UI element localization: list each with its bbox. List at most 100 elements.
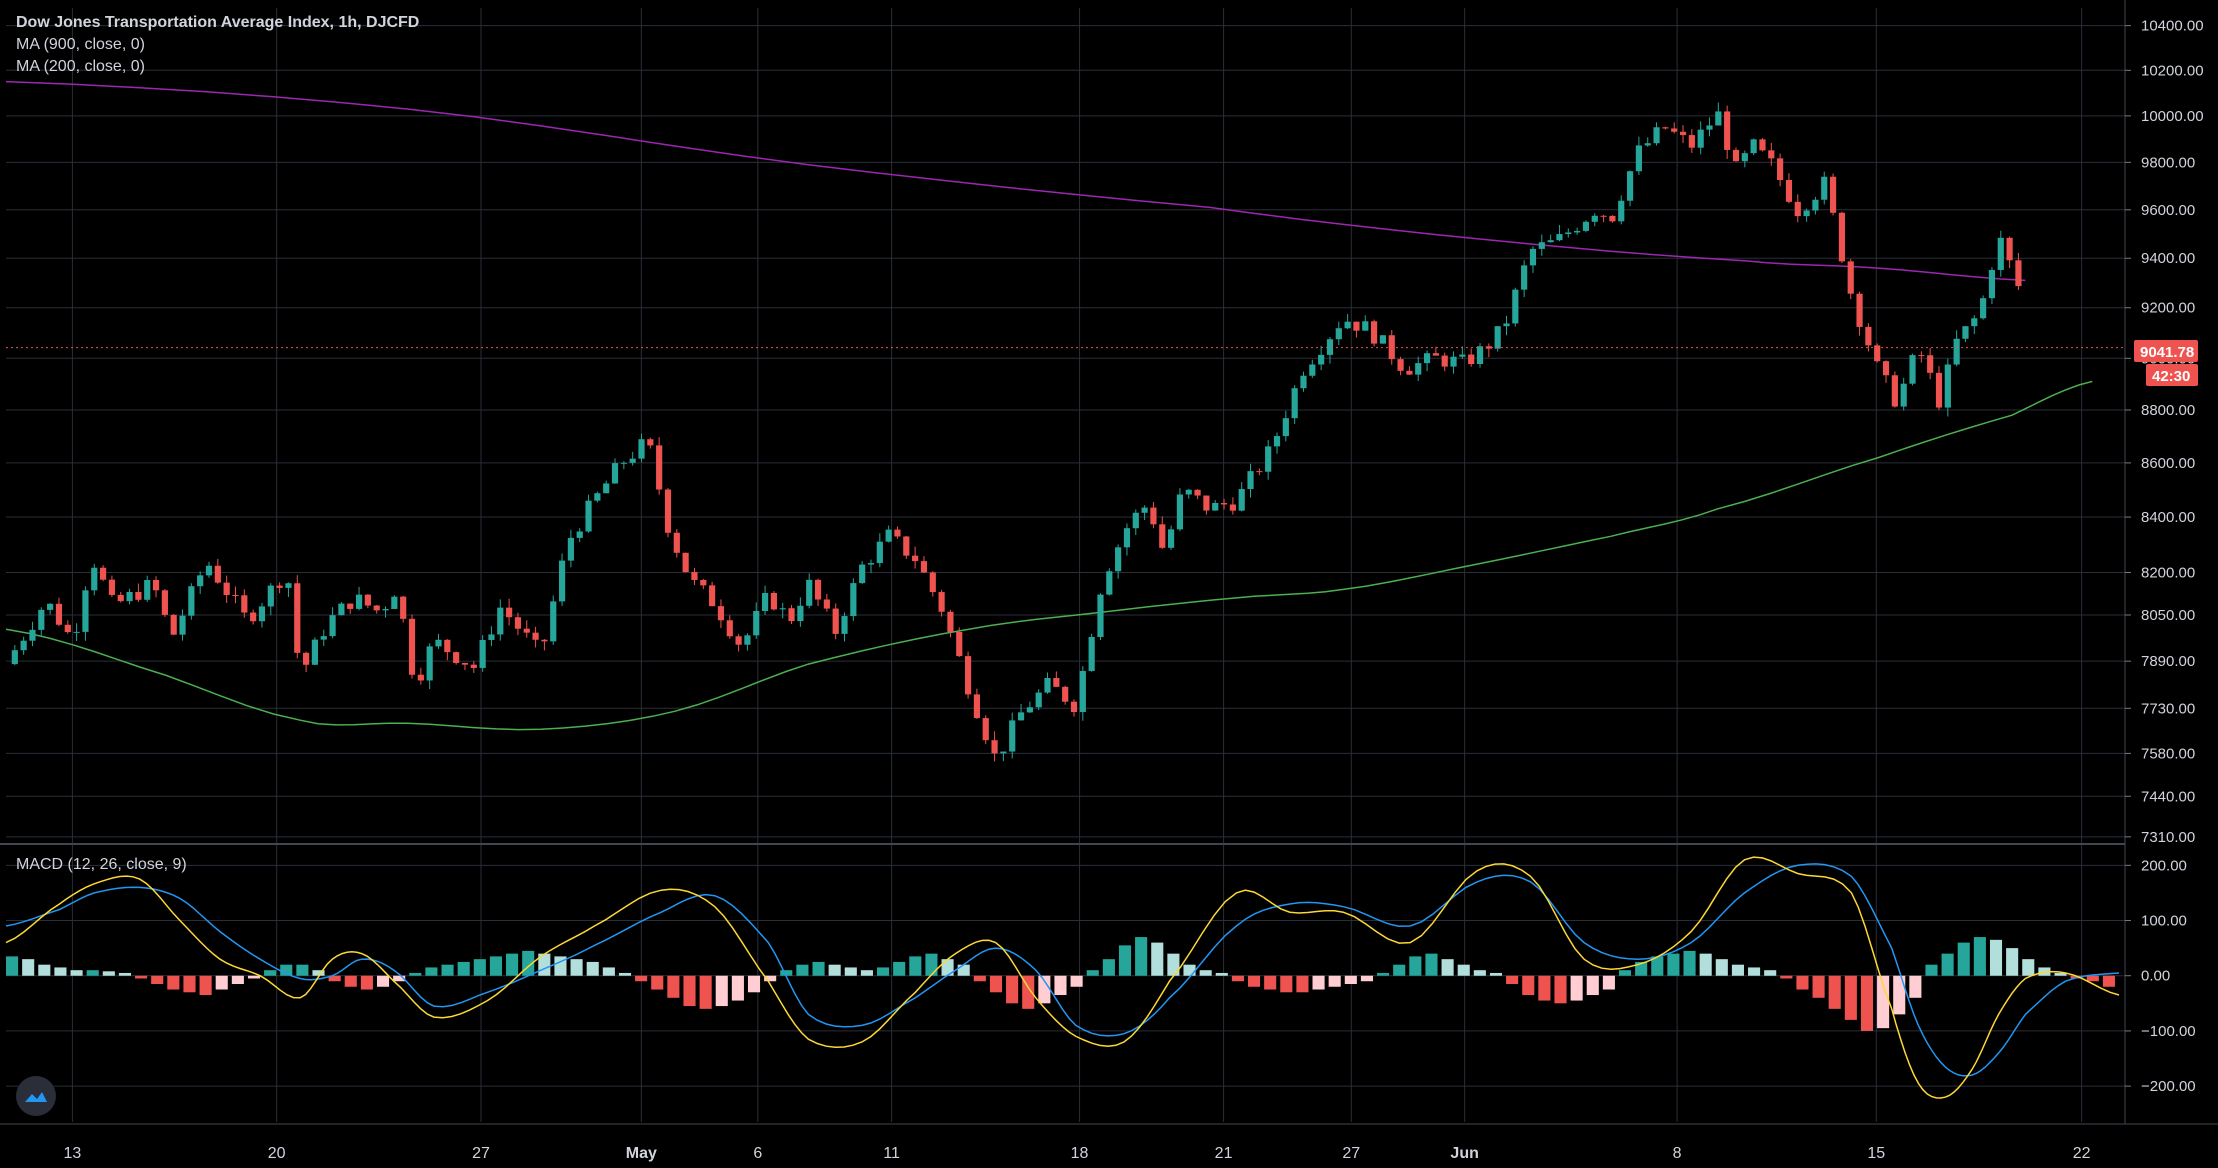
candle-body (47, 603, 54, 610)
candle-body (267, 585, 274, 607)
y-tick-label: 10400.00 (2141, 18, 2204, 35)
y-tick-label: 7310.00 (2141, 829, 2195, 846)
macd-histogram-bar (2054, 972, 2067, 976)
y-tick-label: 8400.00 (2141, 509, 2195, 526)
countdown-badge: 42:30 (2152, 368, 2190, 385)
candle-body (885, 529, 892, 542)
candle-body (338, 603, 345, 616)
macd-histogram-bar (1296, 975, 1309, 993)
macd-histogram-bar (1764, 970, 1777, 976)
candle-body (1176, 494, 1184, 530)
ma900-path (5, 80, 2026, 282)
candle-body (1777, 158, 1784, 181)
y-tick-label: 9600.00 (2141, 202, 2195, 219)
macd-histogram-bar (2022, 959, 2035, 976)
time-axis[interactable]: 13 20 27 May 6 11 18 21 27 Jun 8 15 22 (63, 1145, 2090, 1162)
macd-legend: MACD (12, 26, close, 9) (16, 854, 187, 876)
macd-line (5, 863, 2120, 1077)
candle-body (373, 605, 380, 611)
price-axis[interactable]: 10400.00 10200.00 10000.00 9800.00 9600.00 94… (2125, 18, 2204, 846)
macd-y-tick-label: 100.00 (2141, 913, 2187, 930)
macd-histogram-bar (151, 975, 164, 984)
candle-body (1644, 143, 1651, 146)
macd-histogram-bar (1941, 953, 1954, 976)
y-tick-label: 8800.00 (2141, 402, 2195, 419)
candle-body (329, 615, 336, 637)
macd-histogram-bar (877, 967, 890, 976)
candle-body (788, 608, 795, 622)
chart-legend: Dow Jones Transportation Average Index, … (16, 12, 419, 78)
candle-body (1035, 692, 1042, 708)
macd-histogram-bar (1748, 967, 1761, 976)
candle-body (55, 603, 63, 625)
candle-body (1300, 375, 1307, 389)
candle-body (1697, 129, 1704, 148)
candle-body (1379, 335, 1387, 344)
macd-histogram-bar (215, 975, 228, 990)
candle-body (1326, 339, 1334, 355)
macd-histogram-bar (183, 975, 196, 993)
macd-histogram-bar (989, 975, 1003, 993)
macd-histogram-bar (1135, 937, 1148, 976)
candle-body (876, 541, 883, 564)
candle-body (1741, 153, 1748, 162)
candle-body (294, 583, 301, 653)
candle-body (453, 652, 460, 663)
candle-body (126, 592, 133, 602)
candle-body (523, 628, 530, 633)
candle-body (1574, 230, 1581, 233)
macd-axis[interactable]: 200.00 100.00 0.00 −100.00 −200.00 (2125, 857, 2196, 1095)
candle-body (1962, 326, 1969, 339)
macd-histogram-bar (1215, 972, 1228, 976)
candle-body (20, 640, 27, 651)
candle-body (108, 579, 116, 595)
candle-body (250, 612, 257, 622)
candle-body (1821, 176, 1828, 200)
macd-histogram-bar (1167, 953, 1180, 976)
macd-histogram-bar (280, 964, 293, 976)
macd-y-tick-label: −100.00 (2141, 1023, 2196, 1040)
macd-histogram-bar (1360, 975, 1373, 982)
macd-histogram-bar (296, 964, 309, 976)
x-tick-label: May (626, 1145, 657, 1162)
candle-body (1865, 326, 1872, 346)
candle-body (1273, 436, 1281, 447)
macd-histogram-bar (909, 956, 922, 976)
candle-body (1609, 215, 1616, 222)
candle-body (1538, 242, 1545, 249)
macd-histogram-bar (1973, 937, 1986, 976)
candle-body (461, 662, 469, 665)
macd-histogram-bar (683, 975, 696, 1007)
macd-histogram-bar (38, 964, 51, 976)
candle-body (355, 594, 363, 609)
candle-body (1079, 670, 1086, 713)
y-tick-label: 9800.00 (2141, 154, 2195, 171)
candle-body (1600, 215, 1607, 217)
candle-body (1812, 199, 1819, 211)
candle-body (1247, 471, 1254, 490)
macd-histogram-bar (699, 975, 712, 1009)
candle-body (894, 529, 901, 537)
macd-histogram-bar (506, 953, 519, 976)
x-tick-label: Jun (1450, 1145, 1478, 1162)
candle-body (100, 567, 107, 580)
candle-body (1944, 364, 1951, 408)
candle-body (938, 592, 945, 612)
candle-body (1635, 145, 1642, 172)
macd-histogram-bar (1699, 953, 1712, 976)
candle-body (82, 590, 89, 632)
macd-histogram-bar (1715, 959, 1728, 976)
candle-body (735, 636, 742, 645)
tradingview-logo-icon[interactable] (16, 1076, 56, 1116)
candle-body (1106, 571, 1113, 595)
candle-body (29, 629, 36, 641)
candle-body (1450, 356, 1457, 367)
macd-histogram-bar (1602, 975, 1615, 990)
macd-histogram-bar (731, 975, 744, 1001)
candle-body (797, 605, 804, 622)
x-tick-label: 27 (1342, 1145, 1360, 1162)
candle-body (258, 606, 266, 622)
macd-histogram-bar (1457, 964, 1470, 976)
cloud-icon (25, 1092, 47, 1102)
